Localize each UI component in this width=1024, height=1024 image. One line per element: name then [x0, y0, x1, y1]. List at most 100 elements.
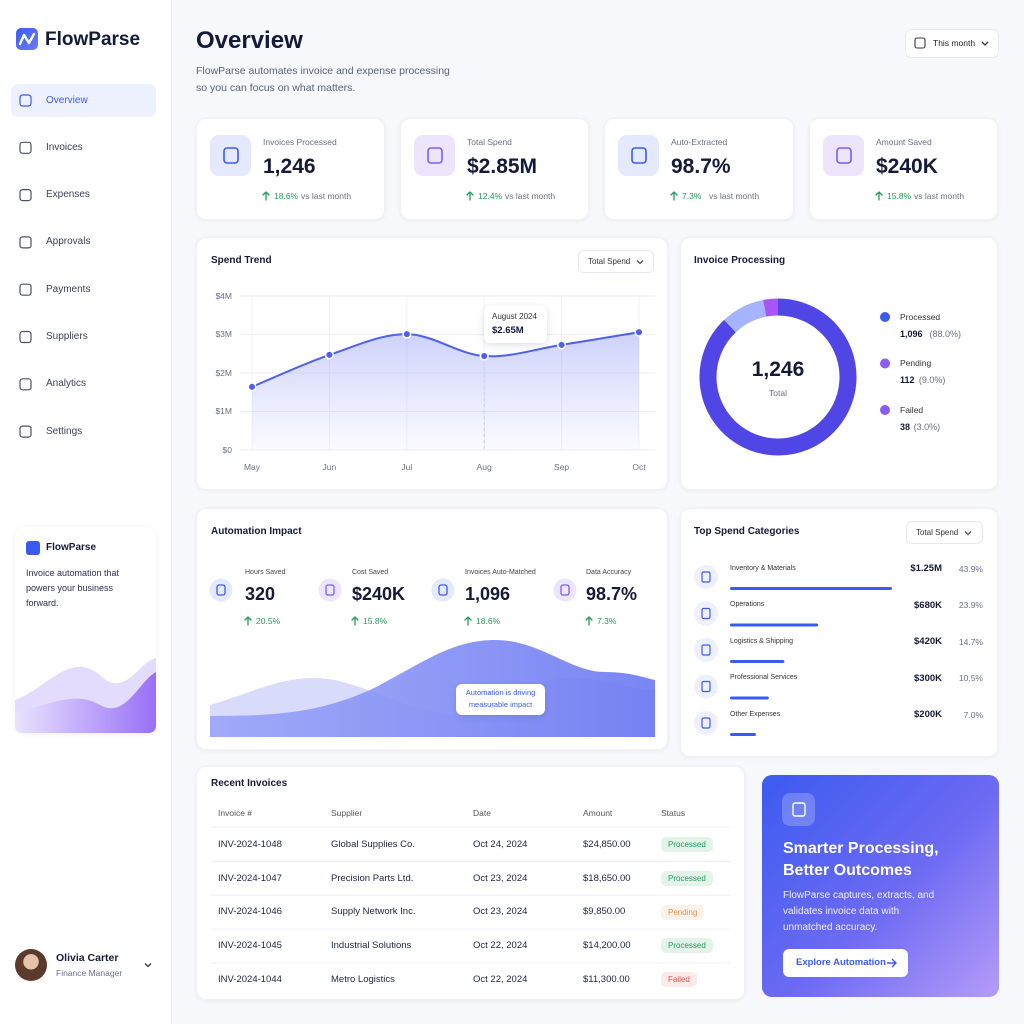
sidebar — [0, 0, 172, 1024]
table-cell: Precision Parts Ltd. — [331, 872, 414, 884]
callout-text: Automation is driving measurable impact — [465, 688, 536, 709]
status-pill: Processed — [661, 870, 713, 886]
x-tick-label: Jun — [322, 461, 337, 472]
table-cell: INV-2024-1046 — [218, 906, 282, 918]
promo-text: FlowParse captures, extracts, and valida… — [783, 890, 935, 933]
promo-button-label[interactable]: Explore Automation — [796, 957, 886, 969]
kpi-icon — [823, 135, 864, 176]
metric-value: 320 — [245, 584, 276, 605]
chart-title: Spend Trend — [211, 255, 272, 266]
table-cell: Oct 24, 2024 — [473, 838, 528, 850]
nav-item[interactable]: Approvals — [46, 236, 91, 248]
x-tick-label: May — [243, 461, 261, 472]
column-header: Supplier — [331, 807, 363, 818]
table-cell: Oct 22, 2024 — [473, 940, 528, 952]
metric-label: Cost Saved — [352, 568, 389, 576]
nav-item[interactable]: Invoices — [46, 141, 83, 153]
category-value: $200K — [914, 709, 942, 721]
donut-center-value: 1,246 — [751, 358, 805, 382]
period-label[interactable]: This month — [933, 38, 976, 49]
selector-box[interactable] — [906, 521, 983, 544]
table-cell: INV-2024-1044 — [218, 974, 282, 985]
table-cell: $14,200.00 — [583, 940, 631, 952]
table-cell: Metro Logistics — [331, 974, 395, 985]
metric-label: Invoices Auto-Matched — [465, 568, 536, 576]
promo-text: Invoice automation that powers your busi… — [26, 568, 120, 608]
user-name: Olivia Carter — [56, 951, 119, 964]
y-tick-label: $4M — [215, 290, 232, 301]
category-label: Other Expenses — [730, 710, 781, 718]
category-percent: 23.9% — [958, 600, 983, 611]
nav-item[interactable]: Expenses — [46, 189, 90, 201]
category-percent: 14.7% — [958, 636, 983, 647]
kpi-label: Invoices Processed — [263, 136, 337, 147]
table-cell: INV-2024-1047 — [218, 872, 282, 884]
kpi-icon — [414, 135, 455, 176]
x-tick-label: Sep — [554, 461, 570, 472]
chart-selector[interactable]: Total Spend — [588, 257, 631, 267]
kpi-label: Amount Saved — [876, 136, 932, 147]
legend-label: Failed — [900, 404, 924, 415]
kpi-change: 15.8% — [887, 190, 912, 201]
column-header: Date — [473, 807, 491, 818]
kpi-change: 12.4% — [478, 190, 503, 201]
status-pill: Processed — [661, 837, 713, 852]
metric-change: 18.6% — [476, 615, 501, 626]
kpi-note: vs last month — [301, 190, 352, 201]
legend-percent: (3.0%) — [913, 421, 941, 432]
chart-selector[interactable]: Total Spend — [916, 528, 959, 538]
category-label: Inventory & Materials — [730, 564, 796, 572]
metric-change: 20.5% — [256, 615, 281, 626]
column-header: Amount — [583, 807, 613, 818]
avatar — [15, 949, 47, 981]
recent-invoices-card — [196, 766, 745, 1000]
y-tick-label: $3M — [215, 329, 232, 340]
kpi-icon — [210, 135, 251, 176]
kpi-change: 7.3% — [682, 190, 702, 201]
legend-percent: (9.0%) — [918, 375, 946, 386]
category-value: $420K — [914, 636, 942, 648]
category-percent: 10.5% — [958, 673, 983, 684]
y-tick-label: $0 — [222, 444, 232, 455]
nav-item[interactable]: Analytics — [46, 378, 87, 390]
kpi-note: vs last month — [505, 190, 556, 201]
promo-brand: FlowParse — [46, 542, 97, 553]
table-cell: Oct 23, 2024 — [473, 872, 528, 884]
kpi-value: 1,246 — [263, 155, 316, 179]
user-role: Finance Manager — [56, 967, 123, 978]
kpi-value: $2.85M — [467, 155, 538, 179]
nav-item[interactable]: Suppliers — [46, 331, 88, 342]
metric-change: 15.8% — [363, 615, 388, 626]
spend-trend-card — [196, 237, 668, 490]
metric-label: Data Accuracy — [586, 568, 632, 576]
nav-item[interactable]: Payments — [46, 283, 91, 295]
nav-active-bg — [11, 84, 156, 117]
table-cell: Global Supplies Co. — [331, 838, 415, 850]
kpi-value: $240K — [876, 155, 938, 179]
kpi-note: vs last month — [709, 190, 760, 201]
section-title: Automation Impact — [211, 526, 302, 537]
legend-value: 38 — [900, 421, 911, 432]
nav-item[interactable]: Settings — [46, 425, 83, 437]
nav-item[interactable]: Overview — [46, 94, 88, 106]
chart-title: Top Spend Categories — [694, 526, 800, 537]
brand-logo — [16, 28, 38, 50]
metric-value: 98.7% — [586, 584, 638, 605]
tooltip-title: August 2024 — [492, 312, 537, 322]
metric-value: $240K — [352, 584, 406, 605]
legend-value: 112 — [900, 375, 915, 386]
category-percent: 7.0% — [963, 709, 983, 720]
table-cell: INV-2024-1048 — [218, 838, 282, 850]
category-label: Professional Services — [730, 674, 798, 682]
chart-title: Invoice Processing — [694, 255, 786, 266]
category-value: $1.25M — [910, 563, 942, 575]
status-pill: Processed — [661, 938, 713, 954]
category-value: $300K — [914, 672, 942, 684]
table-cell: $18,650.00 — [583, 872, 631, 884]
selector-box[interactable] — [578, 250, 654, 273]
table-cell: Industrial Solutions — [331, 940, 412, 952]
table-cell: Supply Network Inc. — [331, 906, 416, 918]
promo-logo — [26, 541, 40, 555]
top-spend-card — [680, 508, 998, 757]
